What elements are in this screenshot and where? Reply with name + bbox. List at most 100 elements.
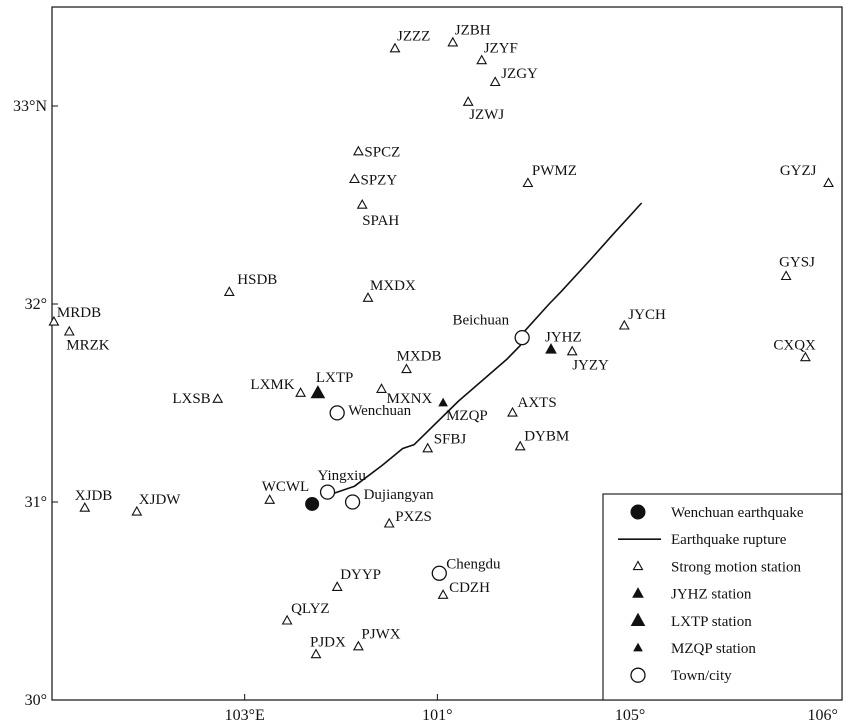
station-label: DYYP xyxy=(340,567,381,583)
station-triangle-icon xyxy=(507,406,518,417)
station-triangle-icon xyxy=(356,198,368,209)
station-label: GYSJ xyxy=(779,254,815,270)
station-label: JZGY xyxy=(501,66,538,82)
town-label: Wenchuan xyxy=(348,403,411,419)
station-label: AXTS xyxy=(518,395,557,411)
station-label: XJDB xyxy=(75,488,113,504)
station-triangle-icon xyxy=(376,383,387,393)
station-label: PJWX xyxy=(361,627,400,643)
town-circle-icon xyxy=(514,330,530,346)
station-legend-icon xyxy=(632,560,644,571)
special-stations: JYHZ LXTP MZQP xyxy=(310,330,582,424)
x-tick-label: 103°E xyxy=(225,707,265,724)
station-label: JZYF xyxy=(484,41,518,57)
station-label: MRDB xyxy=(57,305,101,321)
station-label: JZBH xyxy=(455,23,491,39)
mzqp-legend-icon xyxy=(633,642,643,652)
strong-motion-stations: JZZZ JZBH JZYF JZGY JZWJ SPCZ SPZY SPAH PWMZ GYZJ… xyxy=(48,23,834,659)
town-legend-icon xyxy=(630,667,646,683)
station-label: MRZK xyxy=(66,338,110,354)
station-triangle-icon xyxy=(476,54,488,65)
y-tick-label: 32° xyxy=(25,296,47,313)
station-label: SPCZ xyxy=(364,145,400,161)
station-triangle-icon xyxy=(566,345,578,356)
station-triangle-icon xyxy=(131,505,143,516)
x-tick-label: 101° xyxy=(422,707,452,724)
station-triangle-icon xyxy=(331,581,343,591)
x-tick-label: 105° xyxy=(615,707,645,724)
station-triangle-icon xyxy=(362,292,374,302)
station-triangle-icon xyxy=(383,517,395,528)
axis-labels: 103°E 101° 105° 106° 33°N 32° 31° 30° xyxy=(13,98,838,724)
legend-label: Earthquake rupture xyxy=(671,532,787,548)
station-triangle-icon xyxy=(462,96,474,106)
town-circle-icon xyxy=(319,484,336,500)
legend-label: JYHZ station xyxy=(671,587,752,603)
jyhz-legend-icon xyxy=(632,587,644,598)
town-label: Dujiangyan xyxy=(364,487,434,503)
station-label: LXSB xyxy=(172,391,210,407)
station-triangle-icon xyxy=(349,173,360,184)
station-triangle-icon xyxy=(447,36,459,47)
station-triangle-icon xyxy=(223,286,235,296)
y-tick-label: 30° xyxy=(25,692,47,709)
town-label: Beichuan xyxy=(452,313,509,329)
legend: Wenchuan earthquake Earthquake rupture Str… xyxy=(602,493,843,701)
legend-label: MZQP station xyxy=(671,641,756,657)
station-label: MXNX xyxy=(387,391,433,407)
station-label: MXDB xyxy=(397,348,442,364)
station-label: PWMZ xyxy=(532,163,577,179)
lxtp-legend-icon xyxy=(630,612,646,626)
town-circle-icon xyxy=(329,405,345,421)
station-triangle-icon xyxy=(522,177,534,188)
map-frame xyxy=(51,6,843,701)
station-triangle-icon xyxy=(48,315,60,326)
legend-label: Strong motion station xyxy=(671,559,802,575)
station-label: HSDB xyxy=(237,272,277,288)
station-triangle-icon xyxy=(780,270,792,281)
station-label: LXMK xyxy=(250,377,294,393)
station-label: CDZH xyxy=(449,580,490,596)
legend-label: Town/city xyxy=(671,668,732,684)
legend-label: LXTP station xyxy=(671,614,752,630)
earthquake-rupture-line xyxy=(331,202,643,495)
station-triangle-icon xyxy=(389,42,401,53)
station-triangle-icon xyxy=(281,614,293,625)
station-label: WCWL xyxy=(262,479,309,495)
station-triangle-icon xyxy=(401,363,412,374)
station-triangle-icon xyxy=(212,393,224,403)
station-triangle-icon xyxy=(437,589,449,599)
mzqp-station-triangle-icon xyxy=(438,397,448,407)
station-triangle-icon xyxy=(823,177,834,188)
station-label: JYCH xyxy=(628,307,666,323)
epicenter-legend-icon xyxy=(630,504,646,520)
station-label: JYZY xyxy=(572,358,609,374)
town-circle-icon xyxy=(431,565,447,581)
station-triangle-icon xyxy=(63,325,75,336)
station-triangle-icon xyxy=(264,494,276,504)
station-label: JZZZ xyxy=(397,29,430,45)
station-triangle-icon xyxy=(799,351,811,362)
station-label: GYZJ xyxy=(780,163,817,179)
jyhz-station-triangle-icon xyxy=(545,343,557,354)
station-label: PXZS xyxy=(395,509,432,525)
station-triangle-icon xyxy=(618,319,630,330)
station-label: SPAH xyxy=(362,213,399,229)
station-label: JZWJ xyxy=(469,107,504,123)
town-circle-icon xyxy=(344,494,361,510)
station-label: CXQX xyxy=(773,338,816,354)
station-triangle-icon xyxy=(514,440,526,451)
station-triangle-icon xyxy=(79,501,91,512)
station-label: PJDX xyxy=(310,635,346,651)
special-station-label: JYHZ xyxy=(545,330,582,346)
station-label: MXDX xyxy=(370,278,416,294)
station-triangle-icon xyxy=(295,387,307,397)
station-label: XJDW xyxy=(139,492,182,508)
special-station-label: LXTP xyxy=(316,370,354,386)
lxtp-station-triangle-icon xyxy=(310,385,326,399)
station-triangle-icon xyxy=(310,648,322,659)
y-tick-label: 33°N xyxy=(13,98,47,115)
town-label: Chengdu xyxy=(446,556,501,572)
station-label: SFBJ xyxy=(434,432,467,448)
